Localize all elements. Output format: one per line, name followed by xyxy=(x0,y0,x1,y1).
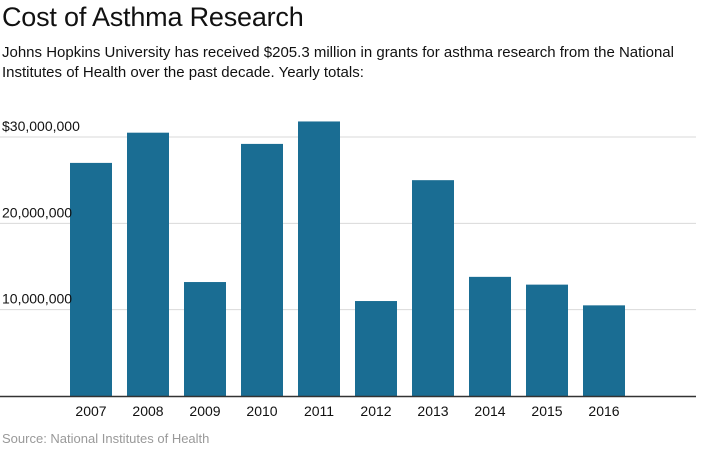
gridlines xyxy=(0,136,696,311)
chart-subtitle: Johns Hopkins University has received $2… xyxy=(2,44,674,81)
bar-2007 xyxy=(70,162,112,396)
source-note: Source: National Institutes of Health xyxy=(2,431,210,446)
y-tick-label: $30,000,000 xyxy=(2,118,80,134)
x-tick-label-2011: 2011 xyxy=(304,403,334,419)
bar-2008 xyxy=(127,132,169,396)
y-tick-label: 20,000,000 xyxy=(2,204,72,220)
x-tick-label-2008: 2008 xyxy=(132,403,163,419)
bar-2014 xyxy=(469,276,511,396)
bar-2011 xyxy=(298,121,340,397)
bars xyxy=(70,121,625,397)
y-tick-label: 10,000,000 xyxy=(2,291,72,307)
x-tick-label-2016: 2016 xyxy=(588,403,619,419)
tick-labels: 10,000,000 20,000,000 $30,000,000 2007 2008 2… xyxy=(2,118,620,419)
x-tick-label-2009: 2009 xyxy=(189,403,220,419)
x-tick-label-2007: 2007 xyxy=(75,403,106,419)
x-tick-label-2014: 2014 xyxy=(474,403,505,419)
bar-2010 xyxy=(241,143,283,396)
bar-2013 xyxy=(412,180,454,396)
x-tick-label-2010: 2010 xyxy=(246,403,277,419)
bar-2016 xyxy=(583,305,625,396)
bar-2012 xyxy=(355,301,397,396)
chart-title: Cost of Asthma Research xyxy=(2,2,304,32)
x-tick-label-2012: 2012 xyxy=(360,403,391,419)
bar-2015 xyxy=(526,284,568,396)
x-tick-label-2015: 2015 xyxy=(531,403,562,419)
x-tick-label-2013: 2013 xyxy=(417,403,448,419)
bar-2009 xyxy=(184,282,226,396)
